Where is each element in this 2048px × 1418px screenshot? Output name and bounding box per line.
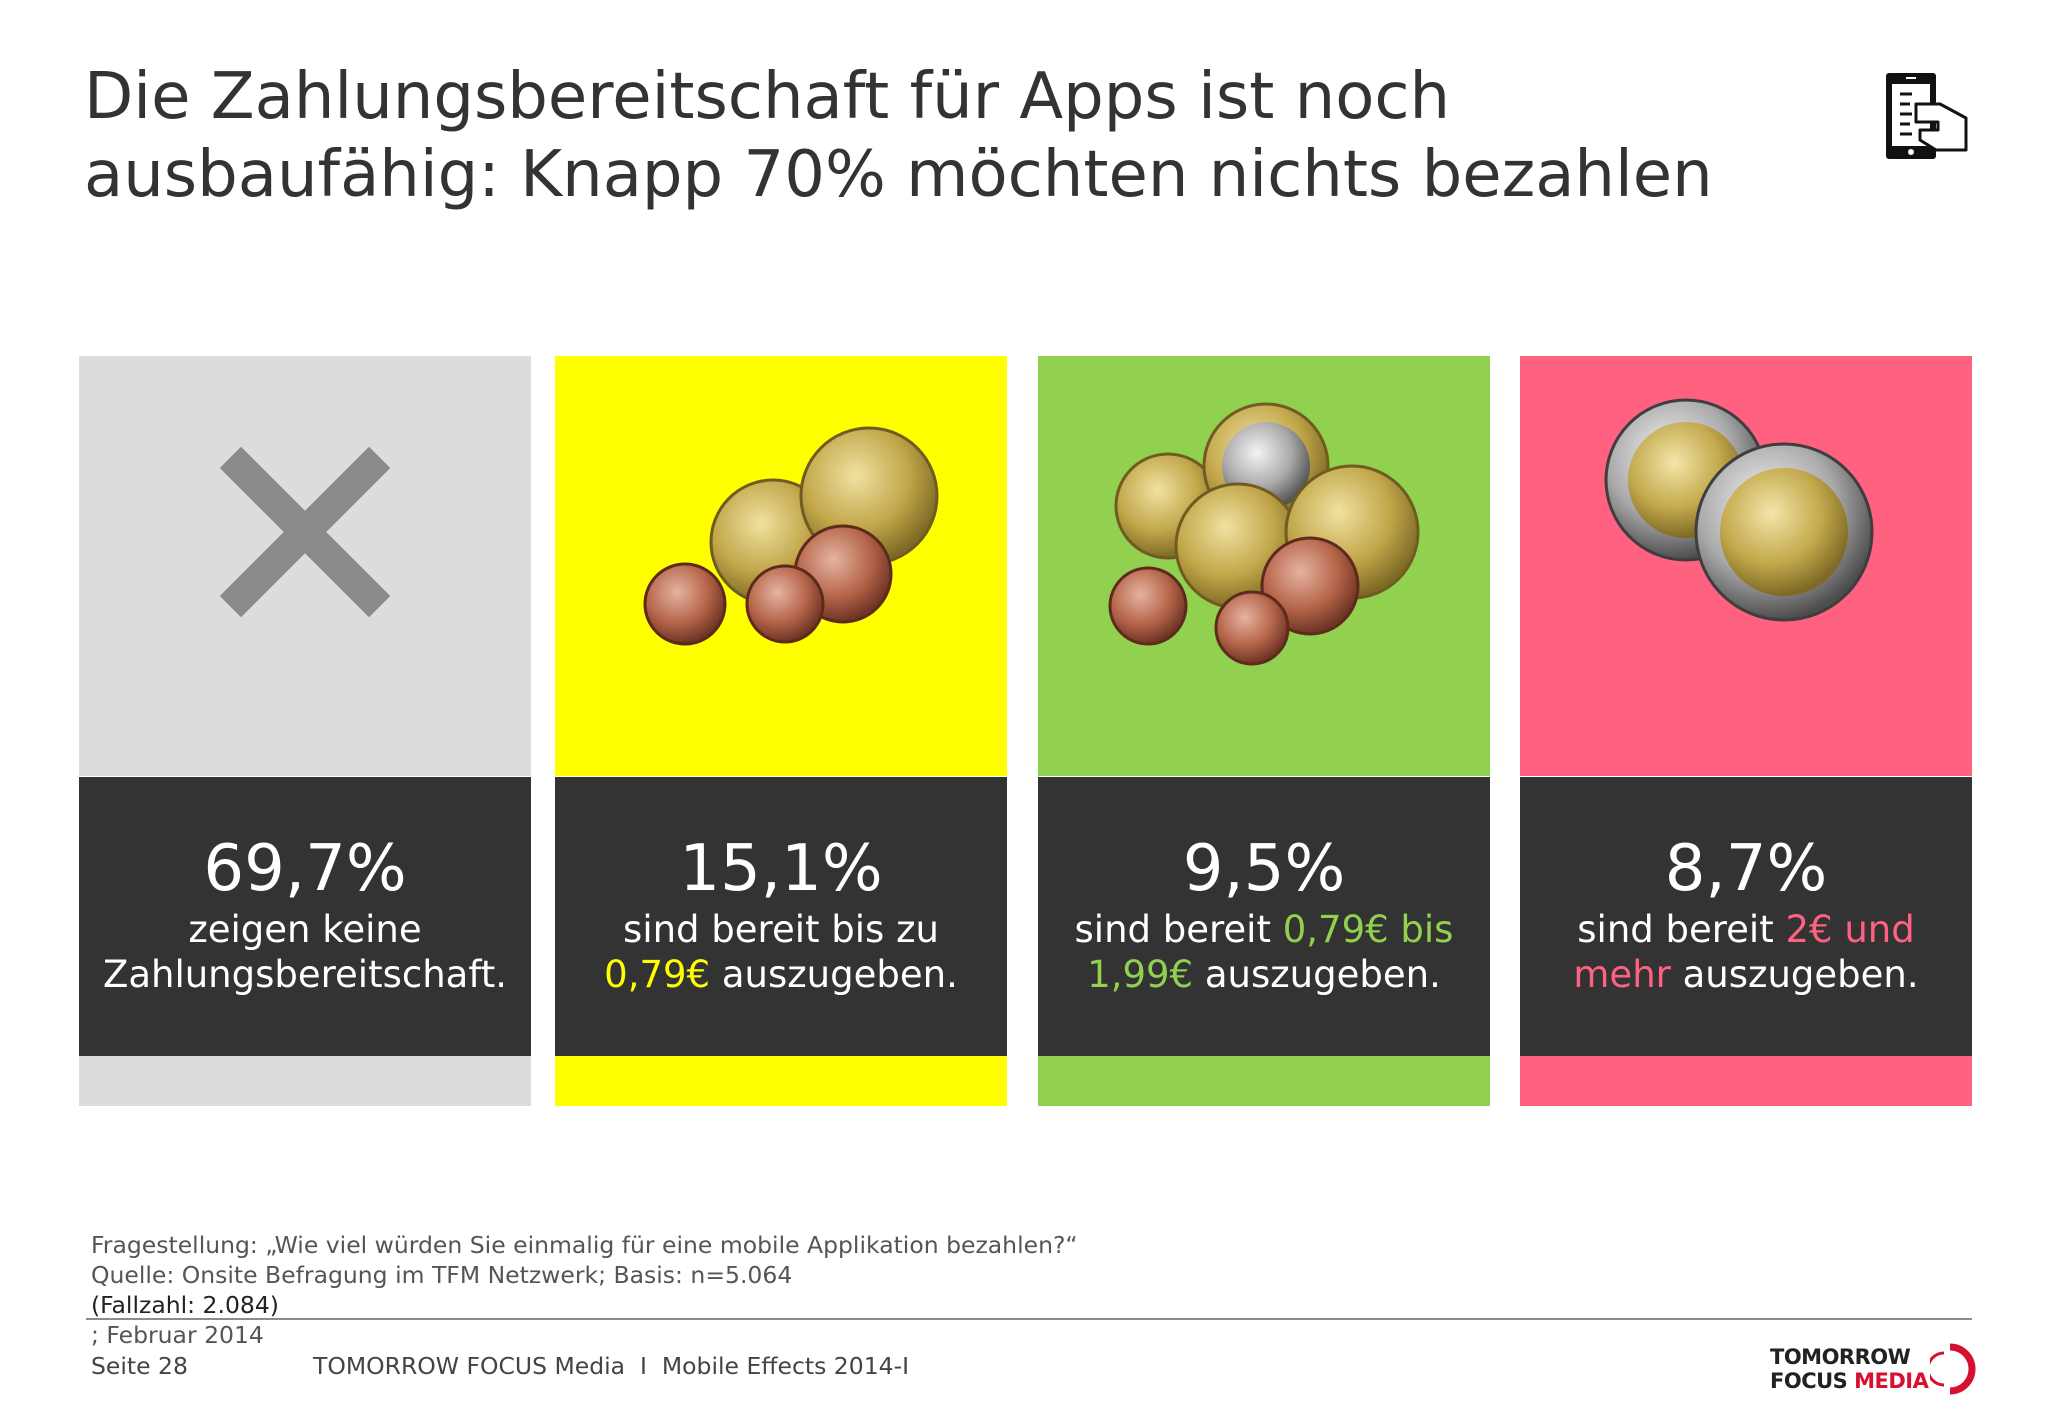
small-coins-icon [643,426,939,646]
panel-info: 8,7% sind bereit 2€ und mehr auszugeben. [1520,777,1972,1056]
desc-text: auszugeben. [710,953,958,996]
brand-logo: TOMORROW FOCUS MEDIA [1770,1343,1980,1395]
panel-bottom-band [1038,1056,1490,1106]
logo-line-2: FOCUS MEDIA [1770,1369,1929,1393]
source-text: Quelle: Onsite Befragung im TFM Netzwerk… [91,1260,1591,1350]
desc-highlight: 0,79€ bis [1282,908,1454,951]
footer-title: TOMORROW FOCUS Media I Mobile Effects 20… [313,1352,910,1380]
hand-holding-phone-icon [1886,73,1968,159]
footer-divider [86,1318,1972,1320]
desc-text: auszugeben. [1670,953,1919,996]
desc-text: auszugeben. [1193,953,1441,996]
desc-text: sind bereit [1577,908,1786,951]
panel-bottom-band [1520,1056,1972,1106]
page-number: Seite 28 [91,1352,188,1380]
panel-2-euro-or-more: 8,7% sind bereit 2€ und mehr auszugeben. [1520,356,1972,1106]
percent-value: 69,7% [203,832,407,906]
percent-value: 9,5% [1182,832,1346,906]
panel-079-to-199: 9,5% sind bereit 0,79€ bis 1,99€ auszuge… [1038,356,1490,1106]
source-part: ; Februar 2014 [91,1321,264,1349]
two-euro-coins-icon [1604,398,1874,622]
panel-info: 69,7% zeigen keine Zahlungsbereitschaft. [79,777,531,1056]
desc-text: sind bereit bis zu [623,908,939,951]
panel-no-payment: 69,7% zeigen keine Zahlungsbereitschaft. [79,356,531,1106]
panel-description: sind bereit bis zu 0,79€ auszugeben. [555,907,1007,997]
sample-size: (Fallzahl: 2.084) [91,1291,279,1319]
percent-value: 8,7% [1664,832,1828,906]
panel-art [1520,356,1972,776]
desc-highlight: mehr [1573,953,1671,996]
question-text: Fragestellung: „Wie viel würden Sie einm… [91,1231,1078,1259]
desc-text: zeigen keine [188,908,422,951]
logo-arc-icon [1930,1343,1976,1395]
percent-value: 15,1% [679,832,883,906]
panel-bottom-band [79,1056,531,1106]
title-line-2: ausbaufähig: Knapp 70% möchten nichts be… [84,138,1713,212]
panel-description: sind bereit 2€ und mehr auszugeben. [1520,907,1972,997]
panel-description: zeigen keine Zahlungsbereitschaft. [79,907,531,997]
logo-line-1: TOMORROW [1770,1345,1911,1369]
logo-media: MEDIA [1854,1369,1929,1393]
panel-up-to-079: 15,1% sind bereit bis zu 0,79€ auszugebe… [555,356,1007,1106]
panel-art [555,356,1007,776]
source-note: Fragestellung: „Wie viel würden Sie einm… [91,1230,1591,1350]
panel-art [1038,356,1490,776]
desc-text: sind bereit [1074,908,1283,951]
title-line-1: Die Zahlungsbereitschaft für Apps ist no… [84,60,1451,134]
panel-info: 9,5% sind bereit 0,79€ bis 1,99€ auszuge… [1038,777,1490,1056]
panel-art [79,356,531,776]
desc-highlight: 0,79€ [604,953,711,996]
panel-description: sind bereit 0,79€ bis 1,99€ auszugeben. [1038,907,1490,997]
logo-focus: FOCUS [1770,1369,1855,1393]
desc-text: Zahlungsbereitschaft. [102,953,507,996]
page-title: Die Zahlungsbereitschaft für Apps ist no… [84,58,1864,214]
coins-icon [1108,402,1420,666]
panel-bottom-band [555,1056,1007,1106]
cross-icon [219,446,391,618]
desc-highlight: 1,99€ [1087,953,1194,996]
source-part: Quelle: Onsite Befragung im TFM Netzwerk… [91,1261,793,1289]
desc-highlight: 2€ und [1785,908,1915,951]
panel-info: 15,1% sind bereit bis zu 0,79€ auszugebe… [555,777,1007,1056]
